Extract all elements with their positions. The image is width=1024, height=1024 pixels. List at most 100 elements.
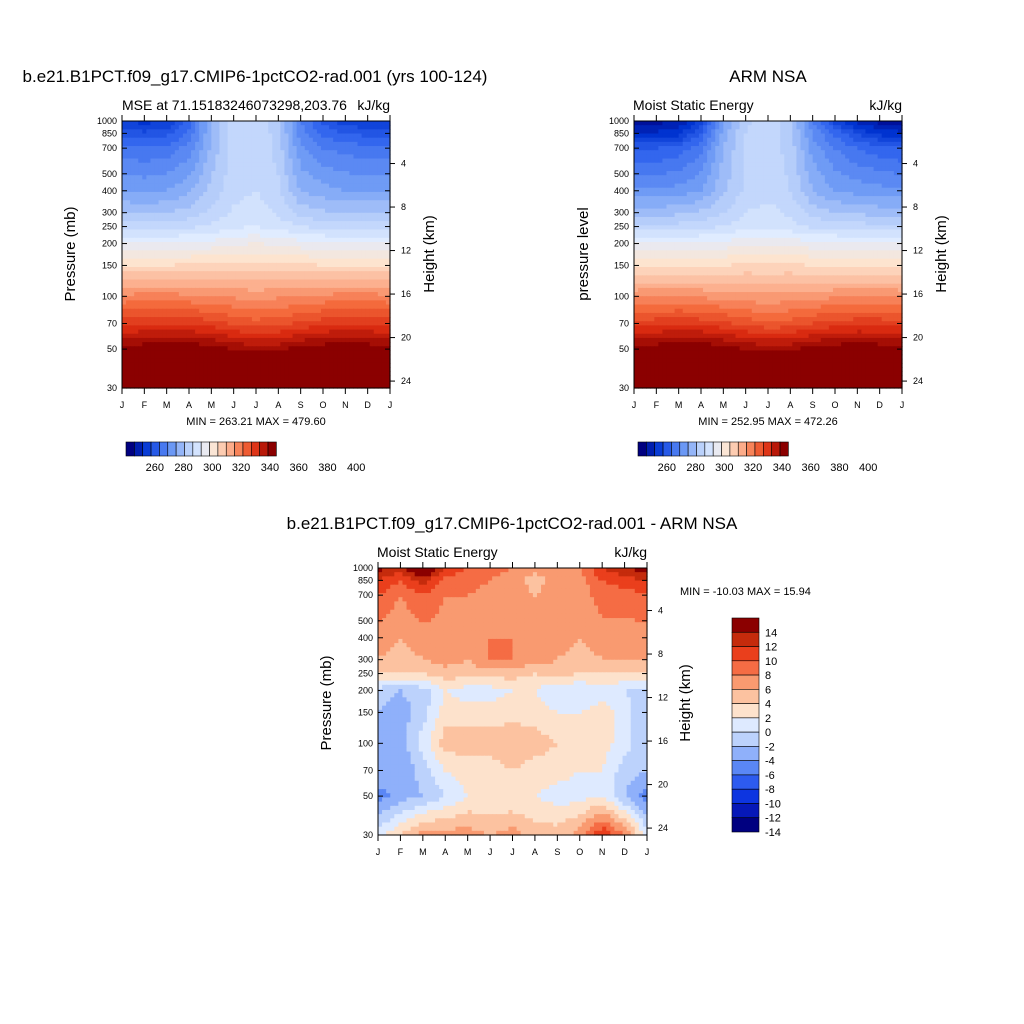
contour-cell	[365, 129, 371, 135]
contour-cell	[832, 133, 838, 139]
contour-cell	[264, 258, 269, 264]
contour-cell	[280, 166, 286, 172]
contour-cell	[134, 204, 139, 210]
contour-cell	[353, 371, 359, 377]
contour-cell	[634, 121, 639, 126]
contour-cell	[381, 162, 387, 168]
contour-cell	[642, 146, 647, 151]
contour-cell	[166, 137, 172, 143]
contour-cell	[345, 350, 350, 356]
contour-cell	[260, 300, 265, 306]
contour-cell	[776, 146, 781, 151]
contour-cell	[251, 133, 257, 139]
contour-cell	[138, 262, 143, 268]
contour-cell	[284, 250, 290, 256]
contour-cell	[333, 216, 338, 222]
contour-cell	[243, 154, 249, 160]
contour-cell	[158, 221, 164, 226]
contour-cell	[243, 225, 249, 231]
contour-cell	[365, 137, 371, 143]
contour-cell	[276, 162, 281, 168]
contour-cell	[260, 362, 265, 368]
contour-cell	[162, 129, 168, 135]
contour-cell	[256, 329, 261, 335]
contour-cell	[264, 262, 269, 268]
contour-cell	[333, 204, 338, 210]
contour-cell	[341, 200, 346, 206]
contour-cell	[296, 158, 302, 164]
contour-cell	[345, 150, 350, 155]
contour-cell	[166, 216, 172, 222]
contour-cell	[873, 150, 879, 155]
contour-cell	[337, 250, 342, 256]
contour-cell	[304, 154, 310, 160]
contour-cell	[122, 342, 127, 347]
contour-cell	[662, 150, 668, 155]
panel-model-left-title: MSE at 71.15183246073298,203.76	[122, 97, 347, 113]
contour-cell	[349, 200, 355, 206]
contour-cell	[312, 304, 318, 310]
contour-cell	[251, 367, 257, 372]
contour-cell	[158, 312, 164, 318]
contour-cell	[824, 129, 830, 135]
contour-cell	[357, 383, 363, 389]
contour-cell	[126, 254, 131, 260]
contour-cell	[264, 241, 269, 247]
contour-cell	[239, 204, 245, 210]
contour-cell	[247, 196, 253, 201]
contour-cell	[162, 312, 168, 318]
contour-cell	[276, 287, 281, 293]
contour-cell	[341, 271, 346, 276]
contour-cell	[239, 233, 245, 239]
contour-cell	[377, 237, 383, 243]
contour-cell	[268, 379, 273, 385]
contour-cell	[296, 221, 302, 226]
contour-cell	[170, 241, 176, 247]
contour-cell	[251, 241, 257, 247]
contour-cell	[300, 179, 306, 185]
contour-cell	[361, 283, 367, 289]
contour-cell	[162, 379, 168, 385]
contour-cell	[203, 246, 208, 251]
contour-cell	[373, 275, 379, 281]
contour-cell	[361, 150, 367, 155]
contour-cell	[845, 141, 850, 147]
contour-cell	[369, 179, 375, 185]
contour-cell	[308, 329, 314, 335]
contour-cell	[381, 175, 387, 180]
contour-cell	[182, 329, 188, 335]
contour-cell	[361, 121, 367, 126]
contour-cell	[678, 141, 684, 147]
contour-cell	[150, 354, 156, 360]
contour-cell	[195, 183, 200, 189]
contour-cell	[345, 246, 350, 251]
contour-cell	[256, 187, 261, 193]
colorbar-box	[267, 441, 277, 457]
contour-cell	[325, 321, 330, 327]
contour-cell	[251, 179, 257, 185]
contour-cell	[146, 221, 152, 226]
contour-cell	[186, 312, 192, 318]
contour-cell	[361, 333, 367, 339]
contour-cell	[268, 262, 273, 268]
contour-cell	[239, 362, 245, 368]
contour-cell	[772, 121, 777, 126]
contour-cell	[812, 158, 818, 164]
contour-cell	[186, 283, 192, 289]
contour-cell	[227, 262, 233, 268]
contour-cell	[276, 166, 281, 172]
contour-cell	[320, 171, 326, 176]
contour-cell	[284, 129, 290, 135]
contour-cell	[191, 162, 196, 168]
contour-cell	[268, 246, 273, 251]
contour-cell	[178, 200, 184, 206]
contour-cell	[195, 254, 200, 260]
contour-cell	[357, 137, 363, 143]
contour-cell	[739, 129, 745, 135]
contour-cell	[142, 196, 147, 201]
contour-cell	[804, 121, 810, 126]
contour-cell	[296, 321, 302, 327]
colorbar-box	[125, 441, 135, 457]
contour-cell	[272, 129, 277, 135]
contour-cell	[828, 137, 834, 143]
